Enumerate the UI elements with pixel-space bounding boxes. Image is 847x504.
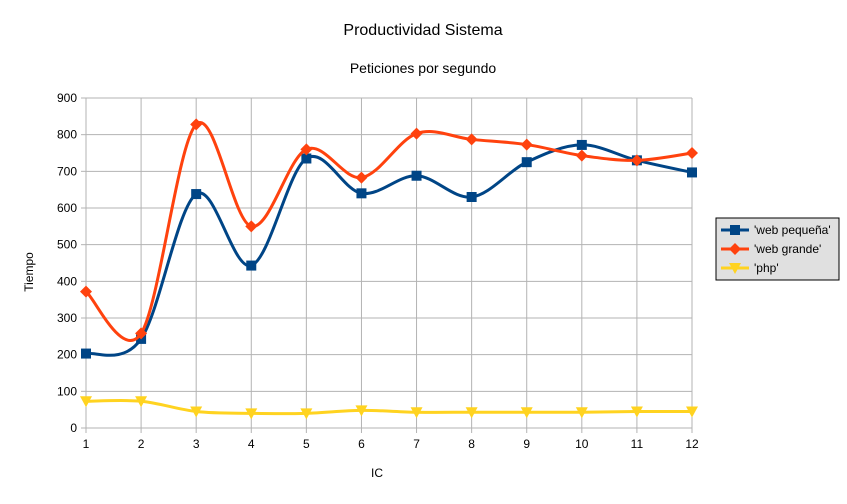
y-tick-label: 0 (70, 421, 77, 435)
x-tick-label: 11 (631, 437, 644, 451)
x-tick-label: 2 (138, 437, 145, 451)
data-point (135, 396, 148, 408)
data-point (245, 408, 258, 420)
data-point (135, 327, 148, 340)
data-point (80, 396, 92, 408)
data-point (465, 133, 478, 146)
data-point (300, 143, 313, 156)
data-point (246, 260, 257, 271)
legend-label: 'web pequeña' (754, 223, 831, 237)
x-tick-label: 12 (685, 437, 699, 451)
y-tick-label: 600 (57, 201, 77, 215)
y-tick-label: 700 (57, 164, 77, 178)
data-point (411, 170, 422, 181)
x-tick-label: 9 (523, 437, 530, 451)
y-tick-label: 400 (57, 274, 77, 288)
chart-title: Productividad Sistema (343, 22, 502, 39)
data-point (300, 408, 313, 420)
series-3 (80, 396, 698, 420)
x-tick-label: 3 (193, 437, 200, 451)
series-line (84, 121, 693, 342)
x-axis-label: IC (371, 466, 383, 480)
y-tick-label: 300 (57, 311, 77, 325)
data-point (190, 406, 203, 418)
y-tick-label: 800 (57, 128, 77, 142)
x-tick-label: 4 (248, 437, 255, 451)
data-point (630, 154, 643, 167)
x-tick-label: 10 (575, 437, 589, 451)
legend: 'web pequeña' 'web grande' 'php' (715, 217, 840, 281)
data-point (575, 407, 588, 419)
x-tick-label: 5 (303, 437, 310, 451)
x-tick-label: 1 (83, 437, 90, 451)
data-point (301, 153, 312, 164)
data-point (465, 407, 478, 419)
y-tick-label: 900 (57, 91, 77, 105)
data-point (686, 406, 698, 418)
series-line (85, 398, 693, 416)
y-tick-label: 100 (57, 384, 77, 398)
x-tick-label: 7 (413, 437, 420, 451)
x-tick-label: 8 (468, 437, 475, 451)
data-point (687, 167, 697, 178)
series-line (85, 143, 693, 357)
data-point (576, 139, 587, 150)
data-point (521, 157, 532, 168)
data-point (686, 147, 698, 159)
data-point (245, 220, 258, 233)
data-point (630, 406, 643, 418)
data-point (356, 188, 367, 199)
data-point (575, 149, 588, 162)
data-point (466, 192, 477, 202)
data-point (355, 171, 368, 184)
data-point (410, 127, 423, 140)
data-point (191, 189, 202, 200)
series-1 (81, 139, 697, 359)
data-point (81, 348, 91, 359)
legend-marker (729, 263, 741, 274)
data-point (190, 118, 203, 131)
legend-label: 'web grande' (754, 242, 821, 256)
legend-marker (730, 225, 740, 235)
data-point (80, 285, 92, 298)
series-layer (80, 118, 698, 420)
y-tick-label: 500 (57, 238, 77, 252)
chart-subtitle: Peticiones por segundo (350, 60, 497, 76)
data-point (520, 138, 533, 151)
data-point (520, 407, 533, 419)
data-point (355, 405, 368, 417)
x-tick-label: 6 (358, 437, 365, 451)
data-point (410, 407, 423, 419)
series-2 (80, 118, 698, 342)
legend-marker (729, 243, 741, 255)
y-axis-label: Tiempo (22, 252, 36, 292)
y-tick-label: 200 (57, 348, 77, 362)
legend-label: 'php' (754, 261, 779, 275)
